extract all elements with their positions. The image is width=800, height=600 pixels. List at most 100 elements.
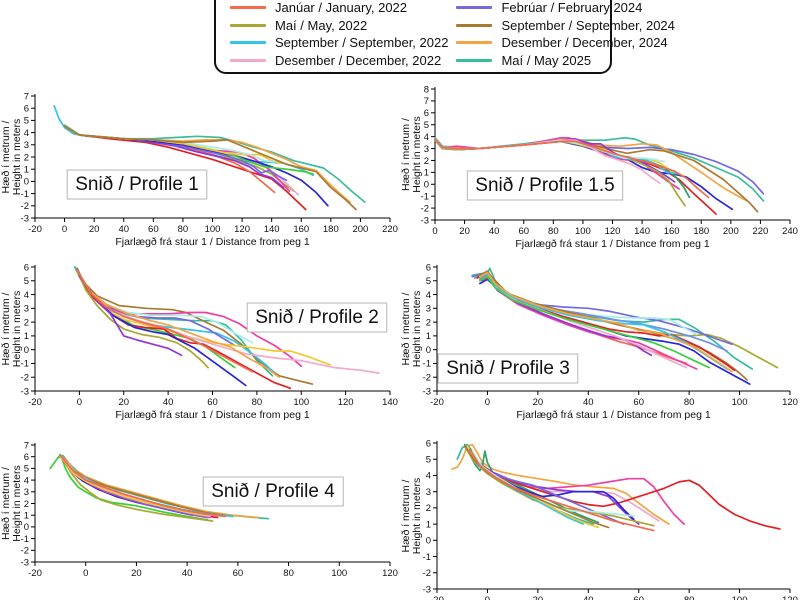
y-tick-label: 3: [24, 140, 29, 151]
y-tick-label: 2: [24, 317, 29, 328]
y-tick-label: 7: [424, 96, 429, 107]
y-tick-label: 4: [424, 132, 429, 143]
x-tick-label: 120: [605, 226, 621, 237]
x-tick-label: 140: [264, 224, 280, 235]
legend-line-swatch: [230, 58, 266, 62]
profile-title: Snið / Profile 3: [446, 358, 570, 379]
y-tick-label: 2: [24, 152, 29, 163]
x-tick-label: 200: [352, 224, 368, 235]
y-tick-label: 4: [426, 290, 431, 301]
y-tick-label: 5: [426, 276, 431, 287]
profile-title-box: [66, 169, 208, 200]
y-axis-label: Height in meters: [11, 119, 23, 195]
y-axis-label: Hæð í metrum /: [0, 467, 12, 540]
legend-item: Janúar / January, 2022: [222, 0, 448, 17]
y-tick-label: 0: [426, 536, 431, 547]
profile-1-5-chart: 0 20 40 60 80 100 120 140 160 180 200 220 240-3-2-10…: [400, 84, 798, 250]
legend-label: Maí / May 2025: [501, 52, 592, 68]
legend-item: Febrúar / February 2024: [448, 0, 674, 17]
series-line: [59, 455, 206, 517]
x-tick-label: 220: [752, 226, 768, 237]
y-tick-label: -3: [421, 215, 429, 226]
legend-line-swatch: [230, 6, 266, 10]
x-tick-label: 60: [233, 568, 244, 579]
y-tick-label: 1: [424, 168, 429, 179]
y-tick-label: 1: [24, 331, 29, 342]
series-line: [479, 271, 733, 373]
legend: Janúar / January, 2022 Maí / May, 2022 Sep…: [214, 0, 675, 74]
x-tick-label: 100: [575, 226, 591, 237]
legend-label: September / September, 2024: [501, 17, 675, 33]
legend-item: September / September, 2024: [448, 17, 675, 35]
legend-line-swatch: [456, 6, 493, 10]
x-tick-label: 20: [459, 226, 470, 237]
x-tick-label: -20: [28, 397, 42, 408]
y-tick-label: -1: [421, 191, 429, 202]
x-tick-label: 20: [533, 595, 544, 600]
y-tick-label: -1: [21, 359, 29, 370]
x-tick-label: 120: [234, 224, 250, 235]
x-tick-label: 120: [782, 397, 798, 408]
y-axis-label: Hæð í metrum /: [400, 118, 412, 191]
y-tick-label: -1: [21, 189, 29, 200]
series-line: [78, 273, 254, 373]
x-tick-label: 40: [163, 397, 174, 408]
y-tick-label: 5: [424, 120, 429, 131]
profile-3-chart: -20 0 20 40 60 80 100 120 -3 -2 -1 0 1 2 3 4 5 6 Fjarlægð …: [400, 262, 798, 421]
y-tick-label: 3: [426, 304, 431, 315]
legend-line-swatch: [456, 58, 493, 62]
x-tick-label: 140: [382, 397, 398, 408]
series-line: [463, 443, 600, 524]
legend-item: Desember / December, 2022: [222, 52, 448, 70]
x-tick-label: 80: [548, 226, 559, 237]
y-tick-label: -2: [423, 373, 431, 384]
y-tick-label: -3: [423, 386, 431, 397]
profile-title: Snið / Profile 1.5: [475, 175, 614, 196]
legend-line-swatch: [456, 23, 493, 27]
legend-line-swatch: [230, 23, 266, 27]
series-line: [476, 270, 748, 381]
x-tick-label: 20: [131, 568, 142, 579]
x-tick-label: 60: [633, 595, 644, 600]
y-tick-label: 0: [426, 345, 431, 356]
x-tick-label: 80: [252, 397, 263, 408]
x-tick-label: 60: [148, 224, 159, 235]
y-tick-label: -2: [21, 201, 29, 212]
x-tick-label: 80: [684, 397, 695, 408]
y-tick-label: -1: [423, 552, 431, 563]
y-tick-label: 2: [24, 499, 29, 510]
legend-item: September / September, 2022: [222, 34, 448, 52]
y-tick-label: 2: [426, 317, 431, 328]
y-tick-label: 0: [424, 180, 429, 191]
y-tick-label: -3: [21, 557, 29, 568]
y-tick-label: 3: [24, 304, 29, 315]
y-tick-label: 3: [426, 487, 431, 498]
y-tick-label: 1: [24, 165, 29, 176]
y-tick-label: 5: [426, 455, 431, 466]
y-axis-label: Height in meters: [11, 465, 23, 541]
x-tick-label: 100: [732, 397, 748, 408]
x-tick-label: 80: [684, 595, 695, 600]
series-line: [468, 448, 655, 532]
series-line: [78, 273, 280, 379]
profile-title-box: [466, 170, 624, 201]
x-tick-label: 120: [782, 595, 798, 600]
x-axis-label: Fjarlægð frá staur 1 / Distance from peg…: [515, 238, 709, 250]
x-tick-label: 100: [293, 397, 309, 408]
legend-item: Maí / May, 2022: [222, 17, 448, 35]
y-axis-label: Height in meters: [11, 291, 23, 367]
x-tick-label: -20: [430, 595, 444, 600]
y-tick-label: 7: [24, 91, 29, 102]
y-tick-label: 4: [426, 471, 431, 482]
x-tick-label: 60: [518, 226, 529, 237]
x-tick-label: 0: [485, 595, 490, 600]
y-tick-label: 6: [424, 108, 429, 119]
y-tick-label: -2: [21, 373, 29, 384]
legend-label: Maí / May, 2022: [275, 17, 368, 33]
profile-2-chart: -20 0 20 40 60 80 100 120 140 -3 -2 -1 0 1 2 3 4 5 6 Fjarlæ…: [0, 262, 398, 421]
y-tick-label: 7: [24, 440, 29, 451]
y-tick-label: 6: [24, 262, 29, 273]
x-tick-label: 120: [382, 568, 398, 579]
y-tick-label: -3: [21, 213, 29, 224]
